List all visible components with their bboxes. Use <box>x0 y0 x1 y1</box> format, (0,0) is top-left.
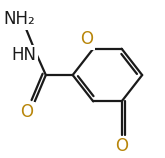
Text: O: O <box>115 137 128 155</box>
Text: HN: HN <box>11 46 36 64</box>
Text: O: O <box>80 30 93 48</box>
Text: O: O <box>20 103 33 121</box>
Text: NH₂: NH₂ <box>3 10 35 28</box>
